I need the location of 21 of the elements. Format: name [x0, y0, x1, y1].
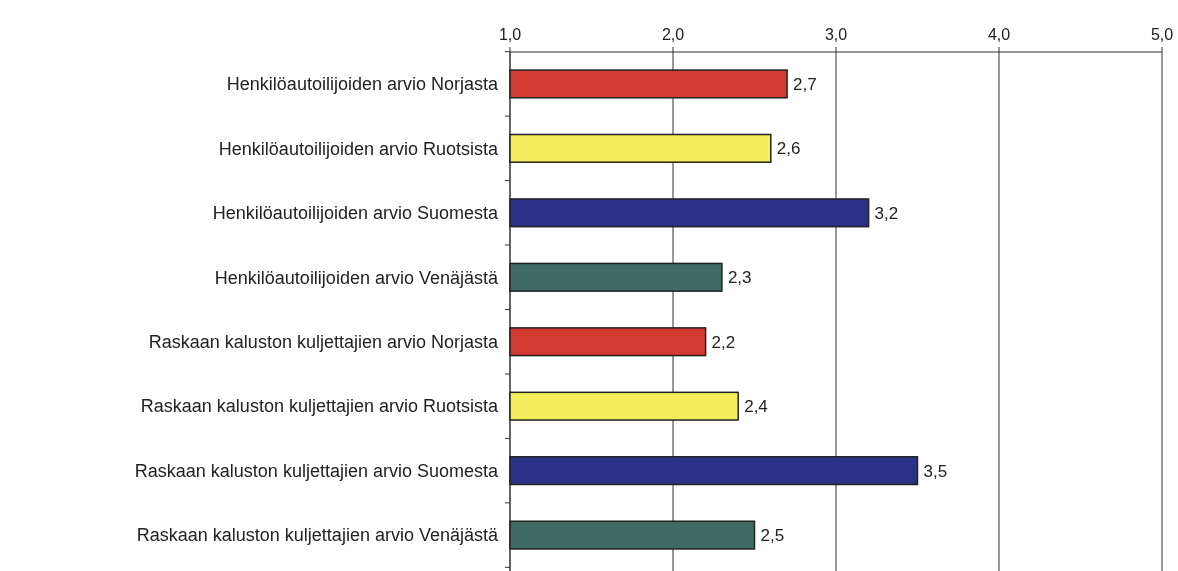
y-tick-label: Henkilöautoilijoiden arvio Suomesta	[212, 203, 499, 224]
data-label: 2,6	[776, 139, 801, 159]
data-label: 2,4	[744, 397, 768, 417]
data-label: 2,7	[793, 74, 817, 94]
y-tick-label: Raskaan kaluston kuljettajien arvio Suomesta	[134, 460, 499, 481]
data-label: 2,2	[711, 332, 736, 352]
x-tick-label: 3,0	[824, 26, 848, 43]
data-label: 3,2	[874, 203, 899, 223]
x-tick-label: 1,0	[498, 26, 522, 43]
x-tick-label: 4,0	[987, 26, 1011, 43]
y-tick-label: Raskaan kaluston kuljettajien arvio Norjasta	[148, 332, 499, 353]
y-tick-label: Raskaan kaluston kuljettajien arvio Ruotsista	[140, 396, 499, 417]
y-tick-label: Henkilöautoilijoiden arvio Venäjästä	[214, 267, 499, 288]
y-tick-label: Henkilöautoilijoiden arvio Ruotsista	[218, 138, 499, 159]
x-tick-label: 2,0	[661, 26, 685, 43]
data-label: 3,5	[923, 461, 948, 481]
data-label: 2,3	[727, 268, 752, 288]
y-tick-label: Raskaan kaluston kuljettajien arvio Venäjästä	[136, 525, 499, 546]
y-tick-label: Henkilöautoilijoiden arvio Norjasta	[226, 74, 499, 95]
data-label: 2,5	[760, 526, 785, 546]
x-tick-label: 5,0	[1150, 26, 1174, 43]
